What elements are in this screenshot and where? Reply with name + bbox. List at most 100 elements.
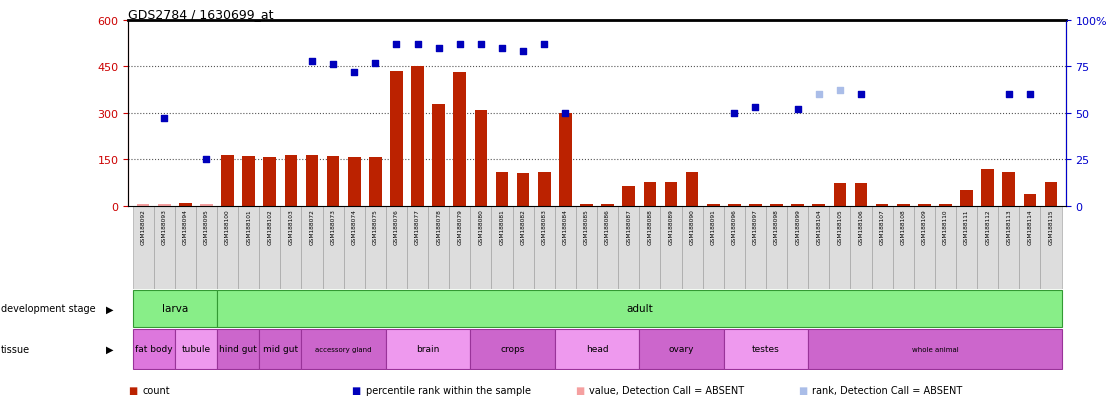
Bar [301, 206, 323, 289]
Bar [706, 205, 720, 206]
Bar [217, 206, 238, 289]
Text: larva: larva [162, 304, 187, 314]
Text: fat body: fat body [135, 344, 173, 354]
Text: mid gut: mid gut [262, 344, 298, 354]
Point [725, 110, 743, 117]
Text: GSM188088: GSM188088 [647, 209, 653, 245]
Bar [597, 206, 618, 289]
Bar [855, 184, 867, 206]
Point [198, 157, 215, 163]
Bar [496, 173, 509, 206]
Bar [834, 184, 846, 206]
Point [387, 41, 405, 48]
Bar [998, 206, 1019, 289]
Bar [791, 205, 804, 206]
Text: GSM188078: GSM188078 [436, 209, 441, 245]
Bar [391, 72, 403, 206]
Bar [285, 156, 297, 206]
Text: ovary: ovary [668, 344, 694, 354]
Bar [348, 157, 360, 206]
Text: GSM188082: GSM188082 [521, 209, 526, 245]
Text: GSM188115: GSM188115 [1049, 209, 1054, 244]
Bar [580, 205, 593, 206]
Text: GSM188110: GSM188110 [943, 209, 947, 244]
Text: GSM188113: GSM188113 [1007, 209, 1011, 244]
Bar [639, 329, 724, 369]
Bar [301, 329, 386, 369]
Text: GSM188104: GSM188104 [816, 209, 821, 244]
Point [155, 116, 173, 122]
Text: GDS2784 / 1630699_at: GDS2784 / 1630699_at [128, 8, 273, 21]
Bar [259, 206, 280, 289]
Bar [744, 206, 766, 289]
Bar [491, 206, 512, 289]
Text: GSM188103: GSM188103 [288, 209, 294, 244]
Text: GSM188106: GSM188106 [858, 209, 864, 244]
Bar [639, 206, 661, 289]
Point [1000, 92, 1018, 98]
Bar [618, 206, 639, 289]
Bar [157, 205, 171, 206]
Text: testes: testes [752, 344, 780, 354]
Bar [133, 206, 154, 289]
Text: GSM188100: GSM188100 [225, 209, 230, 244]
Bar [365, 206, 386, 289]
Text: GSM188076: GSM188076 [394, 209, 400, 244]
Bar [893, 206, 914, 289]
Bar [960, 191, 973, 206]
Bar [137, 205, 150, 206]
Bar [259, 329, 301, 369]
Bar [517, 173, 529, 206]
Bar [644, 183, 656, 206]
Bar [876, 205, 888, 206]
Bar [386, 329, 470, 369]
Bar [728, 205, 741, 206]
Bar [133, 329, 175, 369]
Text: GSM188111: GSM188111 [964, 209, 969, 244]
Bar [829, 206, 850, 289]
Bar [407, 206, 429, 289]
Text: GSM188085: GSM188085 [584, 209, 589, 245]
Point [810, 92, 828, 98]
Bar [872, 206, 893, 289]
Text: head: head [586, 344, 608, 354]
Bar [533, 206, 555, 289]
Text: GSM188087: GSM188087 [626, 209, 632, 245]
Bar [956, 206, 978, 289]
Bar [623, 186, 635, 206]
Bar [981, 170, 994, 206]
Bar [685, 173, 699, 206]
Bar [429, 206, 450, 289]
Bar [850, 206, 872, 289]
Text: GSM188094: GSM188094 [183, 209, 187, 245]
Point [345, 69, 363, 76]
Text: GSM188080: GSM188080 [479, 209, 483, 245]
Bar [1019, 206, 1040, 289]
Text: GSM188090: GSM188090 [690, 209, 694, 245]
Bar [474, 111, 488, 206]
Point [514, 49, 532, 55]
Bar [512, 206, 533, 289]
Bar [450, 206, 470, 289]
Text: GSM188105: GSM188105 [837, 209, 843, 244]
Text: adult: adult [626, 304, 653, 314]
Text: rank, Detection Call = ABSENT: rank, Detection Call = ABSENT [812, 385, 963, 395]
Text: GSM188109: GSM188109 [922, 209, 926, 244]
Text: ■: ■ [575, 385, 584, 395]
Text: whole animal: whole animal [912, 346, 959, 352]
Text: GSM188114: GSM188114 [1028, 209, 1032, 244]
Bar [175, 329, 217, 369]
Text: GSM188089: GSM188089 [668, 209, 673, 245]
Bar [897, 205, 910, 206]
Bar [939, 205, 952, 206]
Bar [154, 206, 175, 289]
Text: GSM188099: GSM188099 [795, 209, 800, 245]
Bar [1023, 195, 1037, 206]
Bar [538, 173, 550, 206]
Bar [978, 206, 998, 289]
Bar [766, 206, 787, 289]
Text: GSM188074: GSM188074 [352, 209, 357, 245]
Bar [221, 155, 234, 206]
Bar [412, 67, 424, 206]
Bar [935, 206, 956, 289]
